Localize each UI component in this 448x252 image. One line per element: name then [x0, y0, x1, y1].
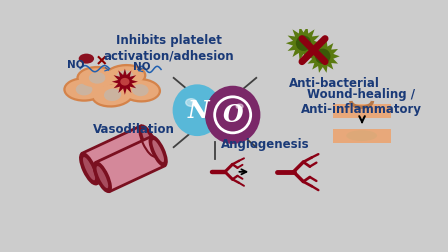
Ellipse shape: [91, 83, 134, 108]
Ellipse shape: [76, 67, 118, 90]
FancyBboxPatch shape: [333, 105, 391, 118]
Ellipse shape: [116, 71, 134, 83]
Polygon shape: [112, 69, 138, 96]
Ellipse shape: [106, 67, 144, 87]
Text: N: N: [187, 99, 209, 123]
Ellipse shape: [150, 137, 167, 166]
Text: NO: NO: [133, 62, 151, 72]
Ellipse shape: [104, 89, 121, 102]
Ellipse shape: [94, 163, 111, 192]
Ellipse shape: [205, 86, 260, 144]
Ellipse shape: [65, 80, 103, 100]
Text: Inhibits platelet
activation/adhesion: Inhibits platelet activation/adhesion: [103, 34, 234, 62]
Ellipse shape: [296, 36, 311, 52]
Ellipse shape: [93, 85, 132, 106]
Polygon shape: [95, 137, 165, 192]
Ellipse shape: [186, 99, 197, 107]
Polygon shape: [306, 41, 340, 74]
Ellipse shape: [103, 65, 146, 89]
Ellipse shape: [80, 153, 98, 184]
Ellipse shape: [132, 85, 149, 97]
Ellipse shape: [79, 69, 116, 88]
Ellipse shape: [76, 84, 92, 96]
Text: NO: NO: [67, 60, 84, 70]
Ellipse shape: [79, 54, 94, 64]
FancyBboxPatch shape: [333, 129, 391, 143]
Ellipse shape: [142, 130, 155, 153]
Text: Vasodilation: Vasodilation: [93, 122, 175, 135]
Ellipse shape: [236, 105, 243, 109]
Ellipse shape: [315, 49, 331, 65]
Ellipse shape: [120, 79, 161, 103]
Text: O: O: [222, 103, 243, 127]
Ellipse shape: [63, 78, 105, 102]
Polygon shape: [82, 126, 155, 184]
Polygon shape: [286, 27, 321, 61]
Ellipse shape: [139, 126, 157, 157]
Ellipse shape: [83, 158, 95, 181]
Text: Wound-healing /
Anti-inflammatory: Wound-healing / Anti-inflammatory: [301, 88, 422, 116]
Ellipse shape: [120, 79, 129, 86]
Ellipse shape: [172, 85, 222, 137]
Ellipse shape: [152, 140, 164, 163]
Ellipse shape: [89, 73, 105, 84]
Text: Angiogenesis: Angiogenesis: [221, 138, 309, 150]
Text: Anti-bacterial: Anti-bacterial: [289, 76, 380, 89]
Ellipse shape: [96, 166, 108, 188]
Ellipse shape: [122, 81, 159, 101]
Ellipse shape: [346, 131, 377, 141]
